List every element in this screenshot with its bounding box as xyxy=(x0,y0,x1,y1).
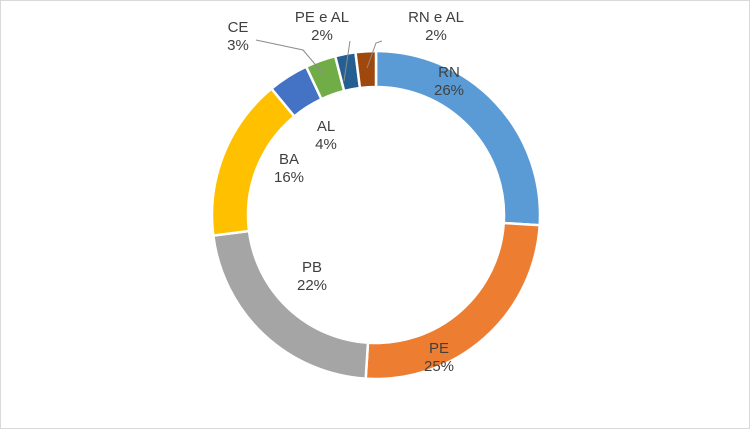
data-label-al: AL 4% xyxy=(315,118,337,153)
data-label-category: PB xyxy=(302,259,322,276)
data-label-percent: 2% xyxy=(311,27,333,44)
data-label-category: BA xyxy=(279,151,299,168)
slices-group xyxy=(210,49,542,381)
leader-line-ce xyxy=(255,39,326,77)
data-label-category: RN xyxy=(438,64,460,81)
leader-line-rn-e-al xyxy=(366,40,383,69)
data-label-ce: CE 3% xyxy=(227,19,249,54)
slice-pe xyxy=(364,221,542,381)
data-label-ba: BA 16% xyxy=(274,151,304,186)
data-label-pe-e-al: PE e AL 2% xyxy=(295,9,349,44)
data-label-percent: 22% xyxy=(297,277,327,294)
data-label-percent: 3% xyxy=(227,37,249,54)
data-label-category: AL xyxy=(317,118,335,135)
leader-line-pe-e-al xyxy=(343,40,351,82)
leader-lines-group xyxy=(255,39,383,82)
labels-group: RN 26%PE 25%PB 22%BA 16%AL 4%CE 3%PE e AL 2%RN … xyxy=(227,9,464,375)
data-label-category: RN e AL xyxy=(408,9,464,26)
data-label-category: PE e AL xyxy=(295,9,349,26)
data-label-category: PE xyxy=(429,340,449,357)
data-label-percent: 26% xyxy=(434,82,464,99)
slice-rn-e-al xyxy=(354,49,378,90)
data-label-rn-e-al: RN e AL 2% xyxy=(408,9,464,44)
data-label-category: CE xyxy=(228,19,249,36)
data-label-rn: RN 26% xyxy=(434,64,464,99)
data-label-percent: 16% xyxy=(274,169,304,186)
data-label-percent: 4% xyxy=(315,136,337,153)
data-label-percent: 25% xyxy=(424,358,454,375)
data-label-pb: PB 22% xyxy=(297,259,327,294)
data-label-pe: PE 25% xyxy=(424,340,454,375)
data-label-percent: 2% xyxy=(425,27,447,44)
slice-pb xyxy=(211,229,370,381)
